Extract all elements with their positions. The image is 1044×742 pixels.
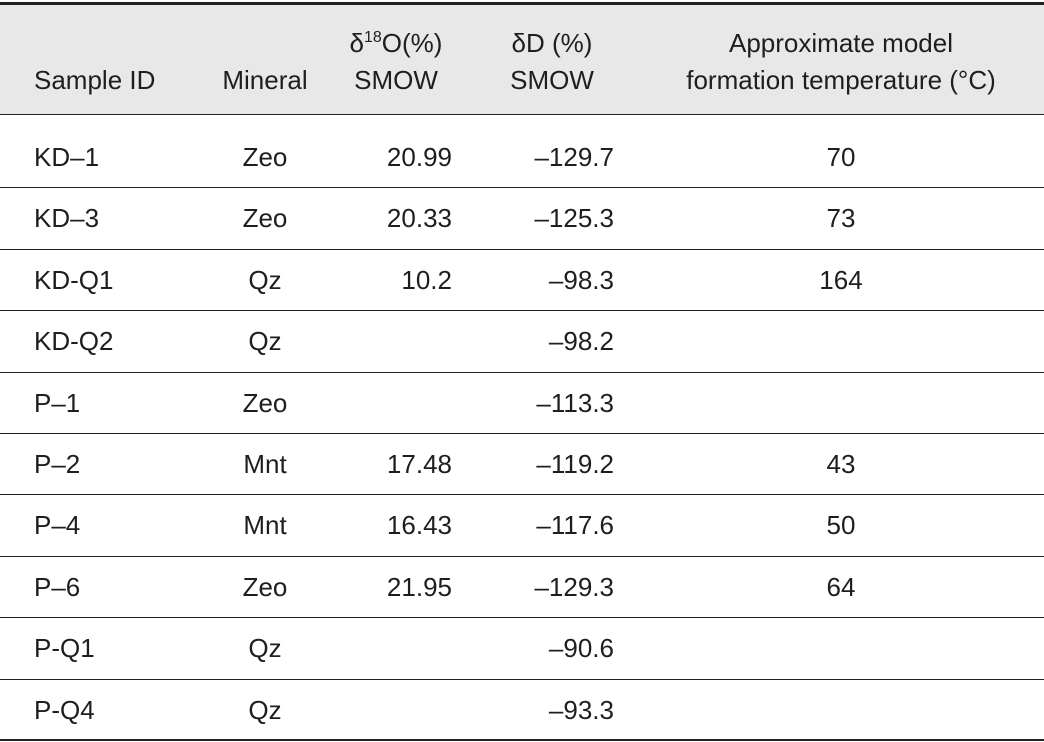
table-cell: Qz xyxy=(248,326,282,357)
table-cell: –129.3 xyxy=(534,571,614,602)
table-cell: KD–3 xyxy=(34,203,100,234)
text-part: δ xyxy=(349,28,364,58)
table-cell: –98.3 xyxy=(548,264,614,295)
row-rule xyxy=(0,494,1044,496)
table-cell: Zeo xyxy=(242,387,288,418)
text-part: O(%) xyxy=(381,28,443,58)
header-cell: SMOW xyxy=(510,65,594,95)
table-cell: Zeo xyxy=(242,142,288,172)
table-cell: P–2 xyxy=(34,449,81,479)
table-cell: 43 xyxy=(826,449,856,479)
header-cell: Sample ID xyxy=(34,65,156,95)
table-cell: 64 xyxy=(826,571,856,602)
table-cell: Qz xyxy=(248,694,282,725)
table-cell: KD–1 xyxy=(34,142,100,172)
bottom-rule xyxy=(0,739,1044,741)
table-cell: Zeo xyxy=(242,203,288,234)
table-cell: 20.33 xyxy=(386,203,452,234)
row-rule xyxy=(0,248,1044,250)
table-cell: 21.95 xyxy=(386,571,452,602)
table-cell: KD-Q2 xyxy=(34,326,114,357)
table-cell: P-Q1 xyxy=(34,633,95,664)
table-cell: –125.3 xyxy=(534,203,614,234)
header-cell: δ18O(%) xyxy=(330,28,462,58)
header-cell: δD (%) xyxy=(511,28,593,58)
table-cell: P-Q4 xyxy=(34,694,95,725)
row-rule xyxy=(0,617,1044,619)
table-cell: KD-Q1 xyxy=(34,264,114,295)
row-rule xyxy=(0,555,1044,557)
table-cell: Mnt xyxy=(243,510,287,541)
table-cell: –129.7 xyxy=(534,142,614,172)
table-cell: Qz xyxy=(248,633,282,664)
text-part: 18 xyxy=(364,29,382,46)
row-rule xyxy=(0,371,1044,373)
top-rule xyxy=(0,2,1044,5)
table-cell: Mnt xyxy=(243,449,287,479)
header-background xyxy=(0,5,1044,115)
header-cell: Approximate model xyxy=(729,28,953,58)
table-cell: Qz xyxy=(248,264,282,295)
table-cell: 10.2 xyxy=(401,264,452,295)
table-cell: –113.3 xyxy=(536,387,614,418)
table-cell: 20.99 xyxy=(386,142,452,172)
table-cell: 70 xyxy=(826,142,856,172)
table-cell: 50 xyxy=(826,510,856,541)
table-cell: P–6 xyxy=(34,571,81,602)
table-cell: P–1 xyxy=(34,387,81,418)
row-rule xyxy=(0,187,1044,189)
header-rule xyxy=(0,114,1044,115)
table-cell: –93.3 xyxy=(548,694,614,725)
table-cell: 164 xyxy=(819,264,863,295)
table-cell: 16.43 xyxy=(386,510,452,541)
table-cell: 73 xyxy=(826,203,856,234)
table-cell: P–4 xyxy=(34,510,81,541)
table-cell: –98.2 xyxy=(548,326,614,357)
row-rule xyxy=(0,433,1044,434)
row-rule xyxy=(0,310,1044,312)
header-cell: formation temperature (°C) xyxy=(686,65,996,95)
table-cell: –117.6 xyxy=(536,510,614,541)
table-cell: Zeo xyxy=(242,571,288,602)
header-cell: Mineral xyxy=(222,65,308,95)
table-cell: –119.2 xyxy=(536,449,614,479)
table-cell: –90.6 xyxy=(548,633,614,664)
table-cell: 17.48 xyxy=(386,449,452,479)
row-rule xyxy=(0,678,1044,680)
header-cell: SMOW xyxy=(354,65,438,95)
